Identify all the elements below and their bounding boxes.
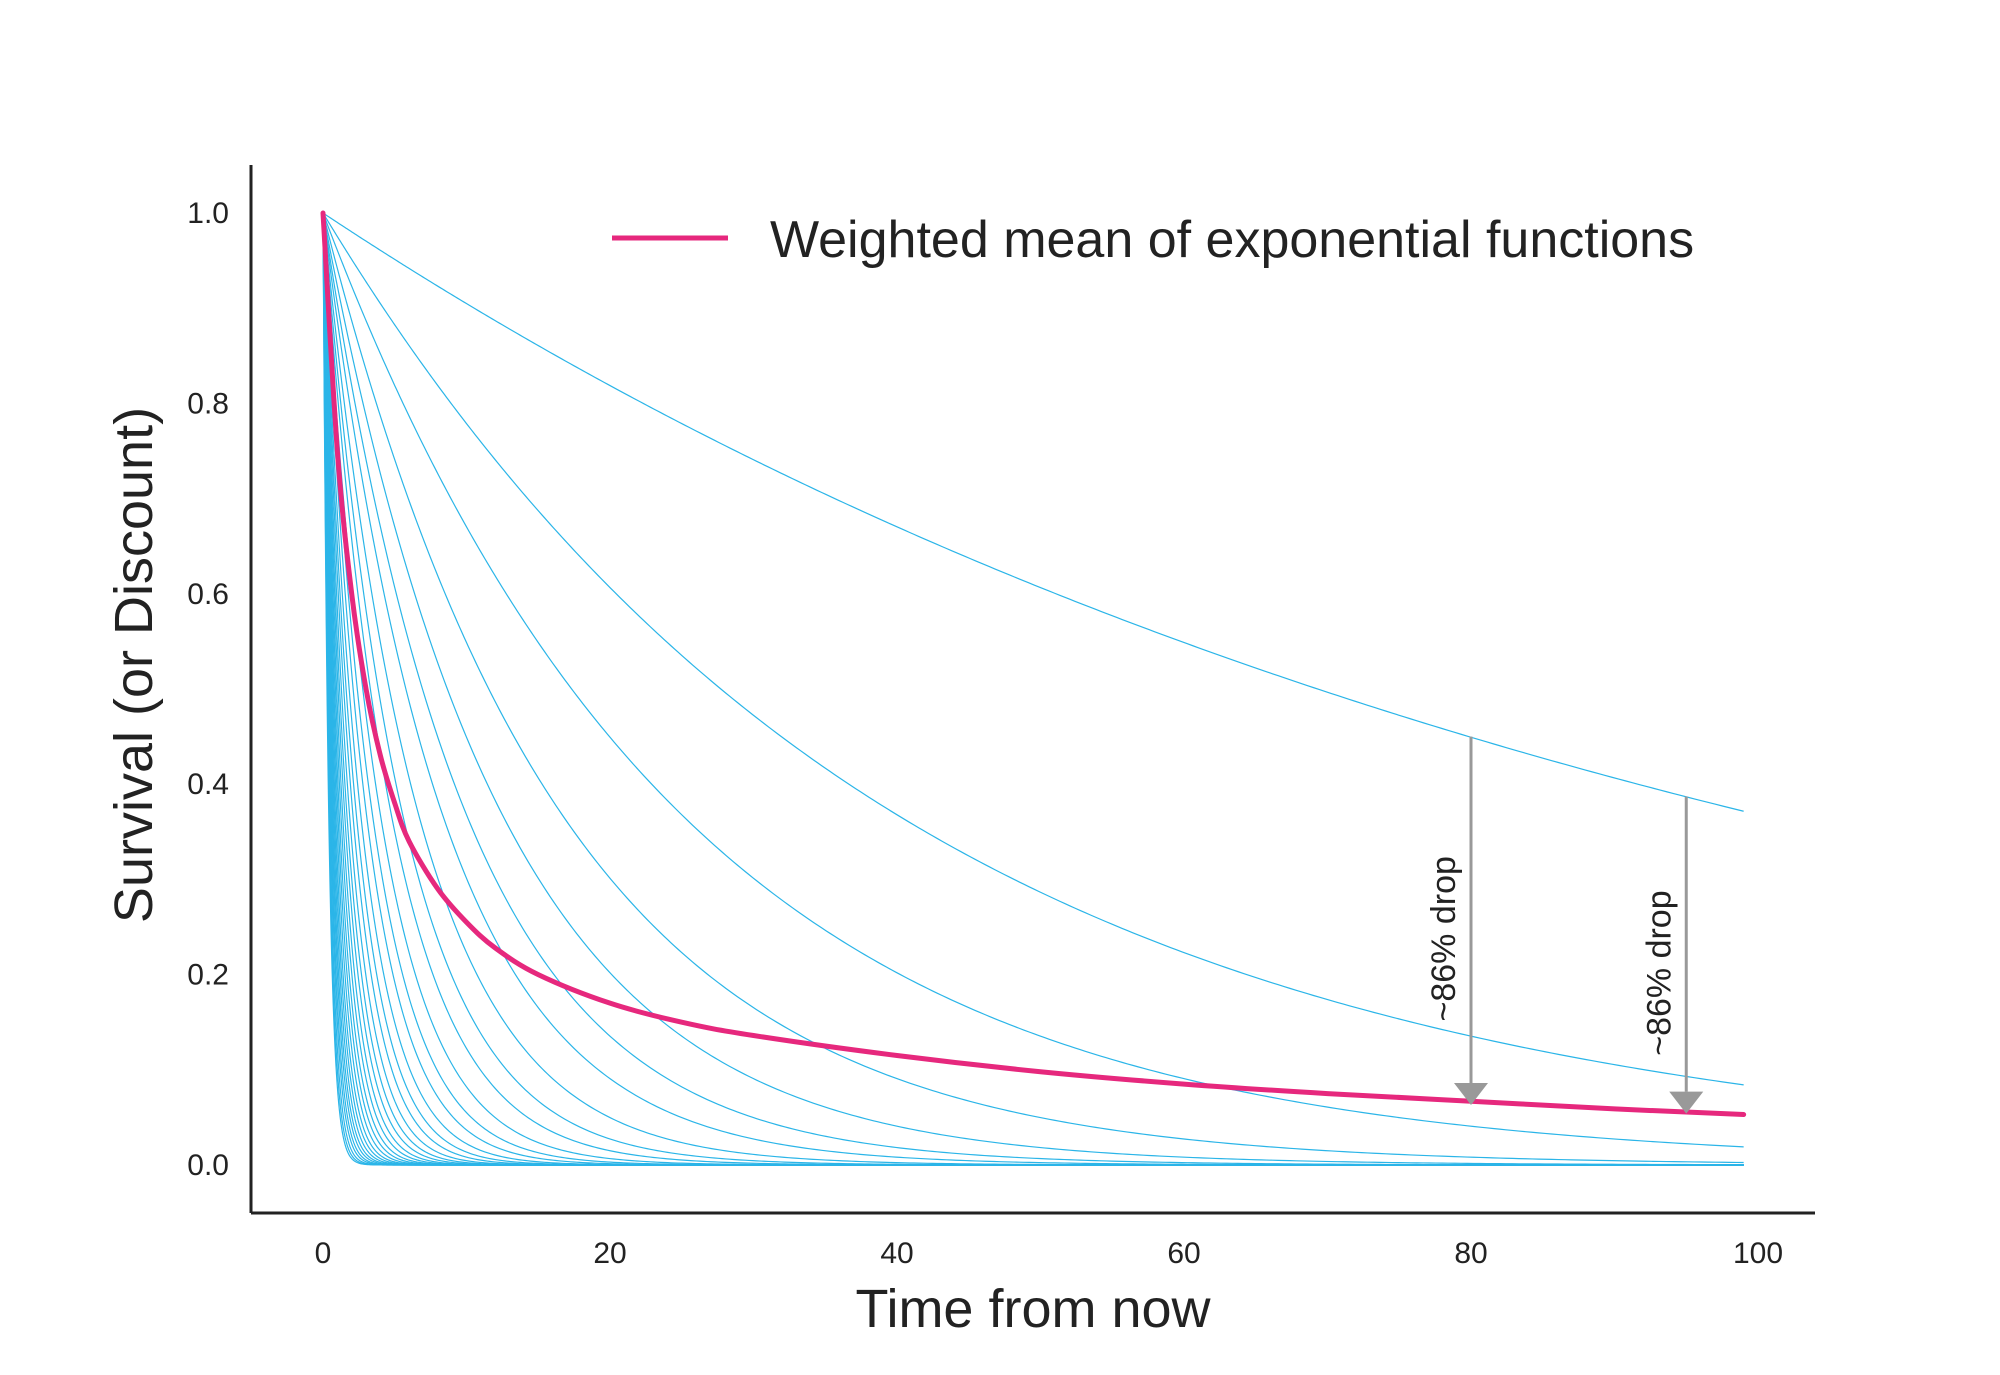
x-tick-label: 20 [593,1237,626,1270]
series-line-mean [320,210,1747,1118]
annotation-label-1: ~86% drop [1640,890,1678,1055]
component-curve-0 [322,212,1744,812]
component-curve-3 [322,212,1744,1164]
component-curve-11 [322,212,1744,1166]
y-tick-label: 0.6 [187,578,229,611]
y-axis-title: Survival (or Discount) [104,407,164,923]
mean-curve-layer [320,210,1747,1118]
legend: Weighted mean of exponential functions [612,211,1694,269]
x-tick-label: 0 [315,1237,332,1270]
component-curve-18 [322,212,1744,1166]
x-tick-label: 100 [1733,1237,1783,1270]
y-tick-label: 0.4 [187,768,229,801]
component-curve-7 [322,212,1744,1166]
component-curve-27 [322,212,1744,1166]
component-curve-31 [322,212,1744,1166]
x-tick-label: 60 [1167,1237,1200,1270]
annotation-arrow-head-1 [1669,1091,1704,1114]
component-curve-8 [322,212,1744,1166]
component-curve-4 [322,212,1744,1166]
component-curve-25 [322,212,1744,1166]
component-curve-15 [322,212,1744,1166]
component-curve-24 [322,212,1744,1166]
annotation-arrow-head-0 [1454,1083,1488,1106]
component-curve-17 [322,212,1744,1166]
component-curve-21 [322,212,1744,1166]
component-curve-12 [322,212,1744,1166]
x-axis-title: Time from now [855,1279,1211,1339]
annotation-label-0: ~86% drop [1425,856,1463,1021]
component-curve-32 [322,212,1744,1166]
component-curve-14 [322,212,1744,1166]
annotations: ~86% drop ~86% drop [1425,736,1704,1114]
component-curve-28 [322,212,1744,1166]
component-curve-5 [322,212,1744,1166]
component-curves [322,212,1744,1166]
component-curve-30 [322,212,1744,1166]
component-curve-23 [322,212,1744,1166]
component-curve-1 [322,212,1744,1086]
component-curve-10 [322,212,1744,1166]
y-tick-label: 0.0 [187,1149,229,1182]
component-curve-16 [322,212,1744,1166]
component-curve-9 [322,212,1744,1166]
component-curve-2 [322,212,1744,1148]
tick-labels: 0 20 40 60 80 100 0.0 0.2 0.4 0.6 0.8 1.0 [187,197,1783,1270]
x-tick-label: 80 [1454,1237,1487,1270]
component-curve-6 [322,212,1744,1166]
y-tick-label: 1.0 [187,197,229,230]
y-tick-label: 0.2 [187,959,229,992]
component-curve-33 [322,212,1744,1166]
y-tick-label: 0.8 [187,387,229,420]
component-curve-19 [322,212,1744,1166]
component-curve-29 [322,212,1744,1166]
x-tick-label: 40 [880,1237,913,1270]
component-curve-20 [322,212,1744,1166]
component-curve-22 [322,212,1744,1166]
axes [249,165,1815,1215]
legend-entry-mean: Weighted mean of exponential functions [770,211,1694,269]
component-curve-26 [322,212,1744,1166]
component-curve-13 [322,212,1744,1166]
